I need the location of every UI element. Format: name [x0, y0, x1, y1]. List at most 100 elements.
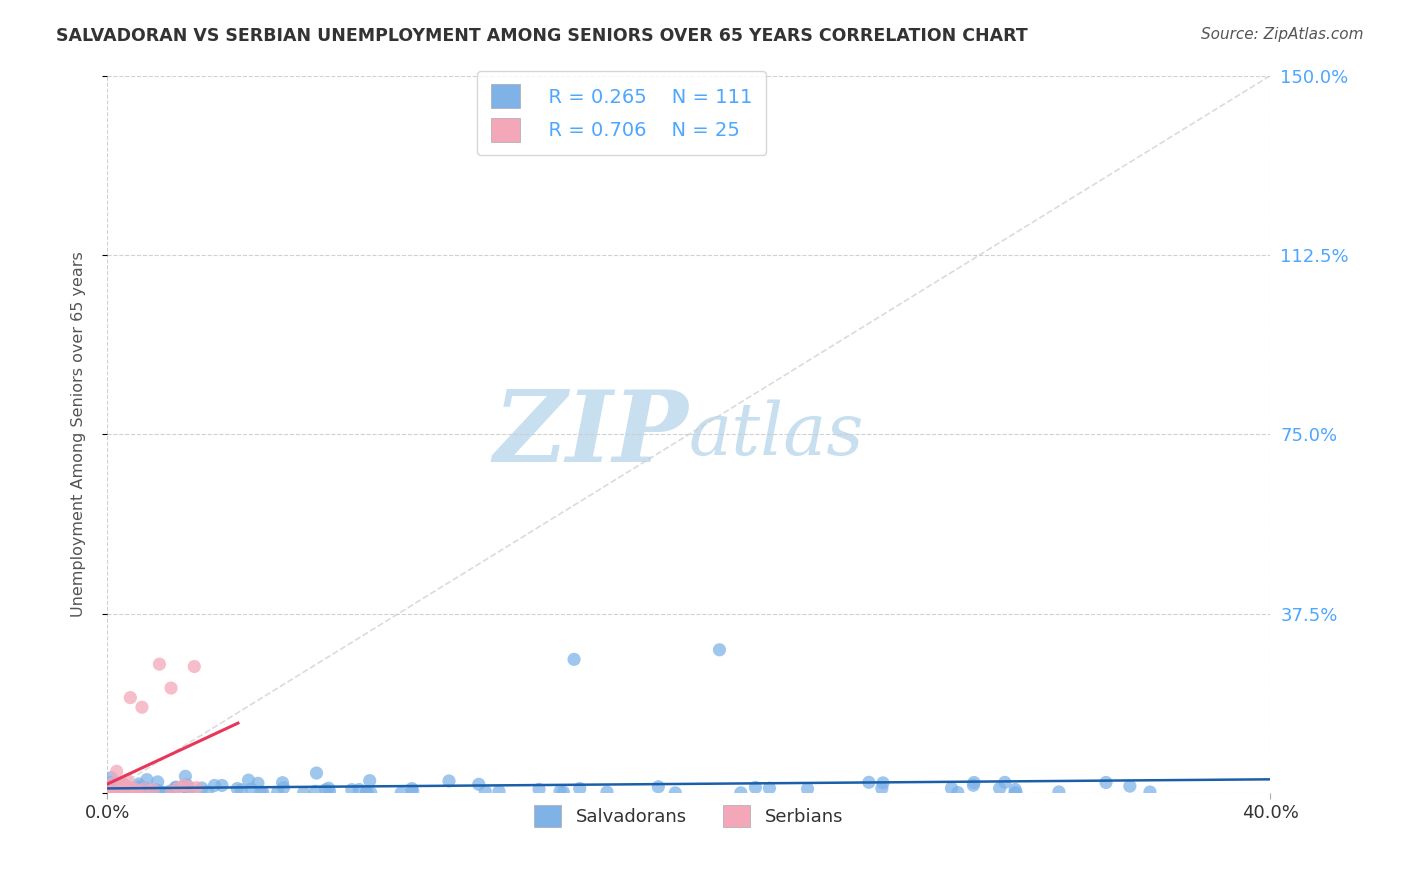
Point: [115, 780, 138, 795]
Point: [796, 781, 818, 796]
Point: [226, 781, 249, 796]
Point: [356, 785, 378, 799]
Point: [197, 785, 219, 799]
Point: [100, 771, 122, 785]
Point: [527, 782, 550, 797]
Point: [292, 786, 315, 800]
Point: [156, 786, 179, 800]
Point: [149, 784, 172, 798]
Point: [115, 782, 138, 797]
Point: [1005, 786, 1028, 800]
Point: [128, 783, 150, 797]
Point: [101, 784, 124, 798]
Point: [125, 785, 148, 799]
Point: [176, 781, 198, 796]
Point: [318, 781, 340, 796]
Point: [111, 779, 134, 793]
Point: [246, 776, 269, 790]
Text: atlas: atlas: [689, 399, 865, 470]
Point: [111, 776, 134, 790]
Point: [127, 784, 149, 798]
Point: [114, 778, 136, 792]
Point: [359, 773, 381, 788]
Point: [98, 783, 121, 797]
Point: [271, 775, 294, 789]
Point: [103, 786, 125, 800]
Point: [962, 778, 984, 792]
Point: [134, 781, 156, 796]
Point: [1047, 785, 1070, 799]
Point: [160, 681, 183, 695]
Point: [1004, 782, 1026, 797]
Point: [131, 700, 153, 714]
Point: [117, 785, 139, 799]
Point: [183, 659, 205, 673]
Point: [231, 782, 253, 797]
Point: [548, 784, 571, 798]
Point: [994, 775, 1017, 789]
Point: [114, 784, 136, 798]
Point: [266, 785, 288, 799]
Point: [340, 782, 363, 797]
Point: [98, 775, 121, 789]
Point: [142, 782, 165, 797]
Point: [110, 784, 132, 798]
Point: [98, 786, 121, 800]
Point: [596, 785, 619, 799]
Point: [963, 775, 986, 789]
Point: [1139, 785, 1161, 799]
Point: [191, 780, 214, 795]
Point: [347, 782, 370, 797]
Point: [108, 786, 131, 800]
Point: [730, 786, 752, 800]
Point: [647, 780, 669, 794]
Text: SALVADORAN VS SERBIAN UNEMPLOYMENT AMONG SENIORS OVER 65 YEARS CORRELATION CHART: SALVADORAN VS SERBIAN UNEMPLOYMENT AMONG…: [56, 27, 1028, 45]
Point: [553, 785, 575, 799]
Point: [238, 773, 260, 788]
Point: [1004, 786, 1026, 800]
Point: [146, 775, 169, 789]
Point: [127, 782, 149, 797]
Point: [1095, 775, 1118, 789]
Point: [105, 764, 128, 779]
Point: [946, 785, 969, 799]
Point: [204, 779, 226, 793]
Point: [128, 780, 150, 794]
Point: [159, 784, 181, 798]
Point: [128, 777, 150, 791]
Point: [870, 781, 893, 796]
Point: [131, 780, 153, 795]
Point: [1119, 779, 1142, 793]
Legend: Salvadorans, Serbians: Salvadorans, Serbians: [527, 798, 851, 835]
Point: [136, 785, 159, 799]
Point: [468, 777, 491, 791]
Point: [568, 781, 591, 796]
Point: [117, 773, 139, 788]
Point: [304, 784, 326, 798]
Point: [315, 782, 337, 797]
Point: [104, 785, 127, 799]
Point: [389, 786, 412, 800]
Point: [305, 766, 328, 780]
Point: [101, 785, 124, 799]
Point: [240, 781, 263, 796]
Point: [139, 786, 162, 800]
Point: [488, 784, 510, 798]
Point: [273, 780, 295, 795]
Y-axis label: Unemployment Among Seniors over 65 years: Unemployment Among Seniors over 65 years: [72, 252, 86, 617]
Point: [252, 786, 274, 800]
Point: [120, 690, 142, 705]
Text: Source: ZipAtlas.com: Source: ZipAtlas.com: [1201, 27, 1364, 42]
Point: [167, 780, 190, 795]
Point: [941, 781, 963, 796]
Point: [173, 779, 195, 793]
Point: [112, 783, 135, 797]
Point: [437, 774, 460, 789]
Point: [211, 779, 233, 793]
Point: [98, 785, 121, 799]
Point: [664, 786, 686, 800]
Point: [165, 780, 187, 795]
Point: [124, 783, 146, 797]
Point: [107, 785, 129, 799]
Point: [402, 784, 425, 798]
